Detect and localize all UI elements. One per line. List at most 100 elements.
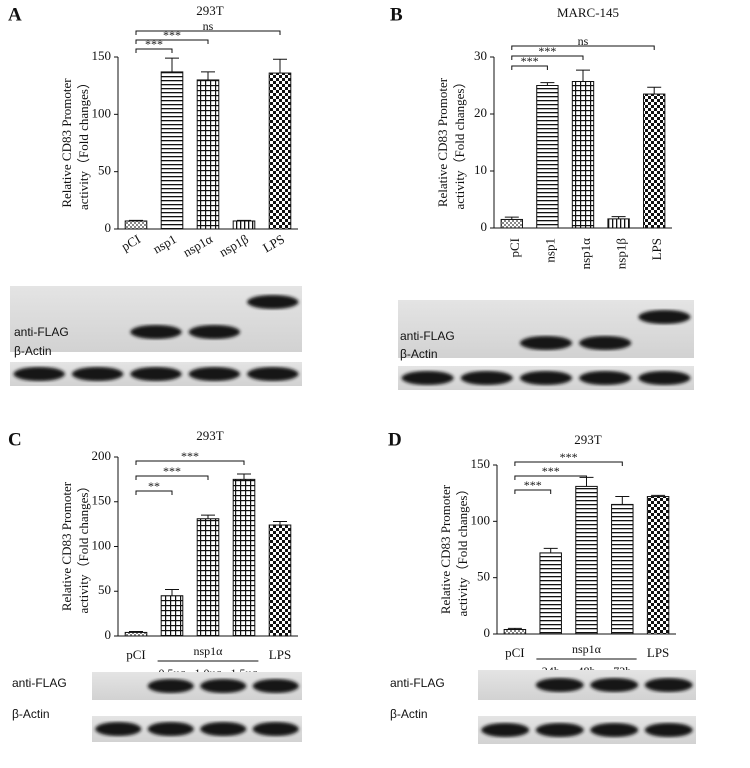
x-tick-label: nsp1 (542, 238, 557, 263)
significance-bracket (135, 48, 173, 53)
x-tick-label: LPS (269, 647, 291, 662)
blot-band (519, 371, 573, 385)
error-bar (651, 494, 666, 497)
significance-label: *** (538, 44, 556, 58)
error-bar (615, 496, 630, 505)
error-bar (129, 631, 143, 633)
x-tick-label: nsp1α (180, 231, 215, 260)
bar (232, 220, 256, 230)
chart-title: MARC-145 (557, 5, 619, 20)
blot-band (200, 679, 247, 693)
significance-label: ** (148, 479, 160, 493)
blot-band (460, 371, 513, 385)
bar (124, 220, 148, 230)
chart-title: 293T (196, 3, 224, 18)
blot-band (590, 723, 639, 737)
error-bar (201, 71, 215, 80)
error-bar (273, 520, 287, 526)
blot-label: β-Actin (390, 707, 428, 721)
significance-label: *** (560, 450, 578, 464)
y-axis-label: Relative CD83 Promoter (59, 481, 74, 611)
significance-bracket (511, 65, 548, 70)
bar (160, 595, 184, 637)
significance-bracket (514, 475, 587, 480)
blot-band (638, 310, 691, 324)
x-tick-label: nsp1β (614, 238, 629, 270)
error-bar (507, 627, 522, 630)
panel-label: C (8, 429, 22, 450)
y-axis-label: Relative CD83 Promoter (59, 78, 74, 208)
y-axis-label: activity（Fold changes） (452, 76, 467, 210)
significance-label: *** (524, 478, 542, 492)
chart-title: 293T (574, 432, 602, 447)
significance-label: ns (203, 19, 214, 33)
blot-band (252, 722, 299, 736)
error-bar (647, 86, 662, 95)
x-tick-label: pCI (505, 645, 525, 660)
y-tick-label: 150 (471, 456, 491, 471)
significance-bracket (511, 55, 584, 60)
blot-label: anti-FLAG (14, 325, 69, 339)
chart-title: 293T (196, 428, 224, 443)
y-tick-label: 20 (474, 105, 487, 120)
error-bar (129, 219, 143, 221)
y-tick-label: 200 (92, 448, 112, 463)
bar (160, 71, 184, 230)
bar (575, 485, 598, 635)
y-tick-label: 0 (105, 220, 112, 235)
blot-band (200, 722, 247, 736)
blot-band (130, 325, 182, 339)
x-tick-label: pCI (507, 238, 522, 258)
error-bar (237, 219, 251, 221)
bar (196, 518, 220, 637)
y-tick-label: 0 (484, 625, 491, 640)
error-bar (273, 58, 287, 74)
blot-band (401, 371, 454, 385)
error-bar (237, 473, 251, 480)
blot-label: anti-FLAG (400, 329, 455, 343)
bar (571, 81, 595, 229)
panel-label: A (8, 4, 22, 25)
y-axis-label: activity（Fold changes） (455, 483, 470, 617)
significance-bracket (135, 490, 173, 495)
x-tick-label: nsp1α (578, 238, 593, 270)
blot-band (247, 295, 299, 309)
blot-band (590, 678, 639, 692)
group-label: nsp1α (572, 642, 602, 656)
blot-band (188, 367, 241, 381)
bar (196, 79, 220, 230)
blot-band (638, 371, 691, 385)
bar (268, 524, 292, 637)
significance-bracket (135, 39, 209, 44)
significance-bracket (511, 45, 655, 50)
y-axis-label: activity（Fold changes） (76, 76, 91, 210)
blot-band (579, 336, 632, 350)
group-label: nsp1α (194, 644, 224, 658)
y-tick-label: 0 (105, 627, 112, 642)
bar (607, 218, 630, 229)
error-bar (576, 69, 590, 82)
error-bar (201, 514, 215, 519)
y-tick-label: 150 (92, 493, 112, 508)
y-axis-label: Relative CD83 Promoter (435, 77, 450, 207)
significance-label: *** (163, 28, 181, 42)
blot-label: anti-FLAG (12, 676, 67, 690)
blot (10, 286, 302, 352)
blot-band (535, 678, 584, 692)
panel-label: B (390, 4, 403, 25)
blot-band (147, 679, 194, 693)
blot-label: β-Actin (14, 344, 52, 358)
error-bar (165, 588, 179, 596)
blot-band (644, 723, 693, 737)
blot-band (13, 367, 65, 381)
blot-band (481, 723, 530, 737)
blot-band (71, 367, 124, 381)
blot-label: β-Actin (400, 347, 438, 361)
x-tick-label: pCI (126, 647, 146, 662)
error-bar (543, 547, 558, 553)
x-tick-label: LPS (649, 238, 664, 260)
blot-band (95, 722, 142, 736)
blot-band (644, 678, 693, 692)
bar (268, 72, 292, 230)
